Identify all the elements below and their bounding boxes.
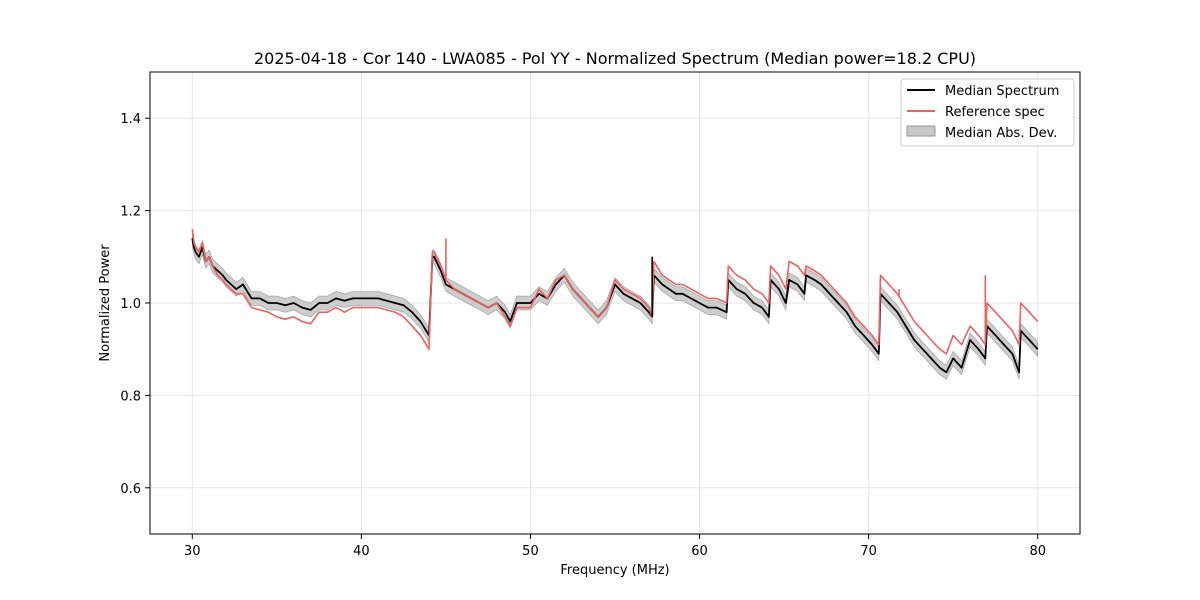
chart-title: 2025-04-18 - Cor 140 - LWA085 - Pol YY -… [254, 49, 976, 68]
mad-band-layer [192, 231, 1038, 380]
y-tick-label: 0.6 [120, 482, 141, 497]
series-lines [191, 229, 1039, 374]
reference-spec-line [191, 229, 1039, 355]
x-axis-ticks: 30 40 50 60 70 80 [184, 534, 1046, 559]
x-tick-label: 50 [522, 544, 539, 559]
legend-box [900, 78, 1075, 147]
y-tick-label: 1.0 [120, 297, 141, 312]
legend: Median Spectrum Reference spec Median Ab… [900, 78, 1075, 147]
legend-median-label: Median Spectrum [945, 84, 1059, 99]
x-tick-label: 70 [860, 544, 877, 559]
y-axis-label: Normalized Power [98, 244, 113, 362]
y-tick-label: 0.8 [120, 389, 141, 404]
legend-reference-label: Reference spec [945, 105, 1045, 120]
x-tick-label: 30 [184, 544, 201, 559]
y-tick-label: 1.2 [120, 205, 141, 220]
y-tick-label: 1.4 [120, 112, 141, 127]
y-axis-ticks: 0.6 0.8 1.0 1.2 1.4 [120, 112, 150, 497]
x-tick-label: 80 [1029, 544, 1046, 559]
legend-mad-swatch [906, 125, 936, 137]
mad-band [192, 231, 1038, 380]
x-tick-label: 40 [353, 544, 370, 559]
legend-mad-label: Median Abs. Dev. [945, 126, 1057, 141]
x-axis-label: Frequency (MHz) [560, 563, 669, 578]
x-tick-label: 60 [691, 544, 708, 559]
